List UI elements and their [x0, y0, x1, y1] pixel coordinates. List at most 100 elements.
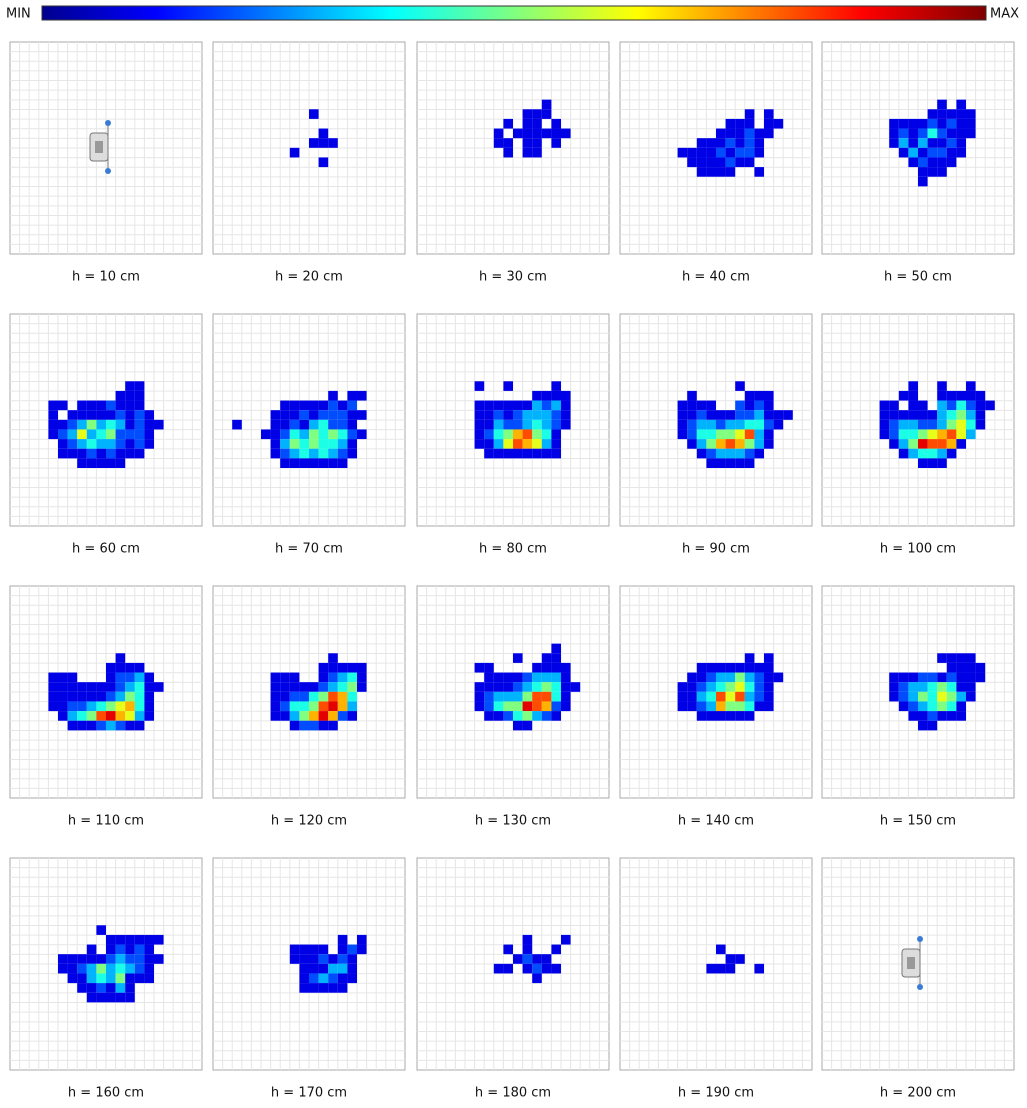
heat-cell	[280, 410, 290, 420]
heat-cell	[309, 410, 319, 420]
heat-cell	[918, 167, 928, 177]
panel-label: h = 130 cm	[475, 814, 551, 829]
heat-cell	[541, 653, 552, 663]
heat-cell	[318, 448, 329, 459]
heat-cell	[927, 128, 938, 139]
heat-cell	[898, 128, 909, 139]
heat-cell	[328, 983, 338, 993]
heat-cell	[261, 429, 271, 440]
heat-cell	[551, 439, 561, 449]
heat-cell	[946, 439, 957, 449]
heat-cell	[687, 439, 697, 449]
heat-cell	[966, 128, 976, 139]
heat-cell	[561, 672, 571, 683]
heat-cell	[725, 128, 736, 139]
heat-cell	[513, 691, 523, 702]
heat-cell	[696, 691, 707, 702]
heat-cell	[144, 973, 154, 984]
heat-cell	[937, 99, 947, 110]
heat-cell	[280, 672, 290, 683]
heat-cell	[744, 429, 755, 440]
heat-cell	[318, 458, 329, 468]
heat-cell	[106, 963, 116, 974]
heat-cell	[541, 701, 552, 712]
heat-cell	[725, 118, 736, 129]
heat-cell	[144, 963, 154, 974]
heat-cell	[725, 701, 736, 712]
heat-cell	[134, 944, 145, 955]
heat-cell	[299, 400, 309, 411]
heat-cell	[106, 701, 116, 712]
heat-cell	[299, 682, 309, 692]
heat-cell	[744, 691, 755, 702]
heat-cell	[134, 720, 145, 731]
heat-cell	[696, 167, 707, 177]
heat-cell	[956, 691, 966, 702]
heat-cell	[551, 400, 561, 411]
heat-cell	[337, 439, 348, 449]
heat-cell	[67, 682, 78, 692]
heat-cell	[927, 458, 938, 468]
heat-cell	[522, 400, 533, 411]
heat-cell	[493, 138, 504, 148]
heat-cell	[764, 109, 774, 119]
heat-cell	[318, 691, 329, 702]
heat-cell	[289, 701, 300, 712]
heat-cell	[706, 419, 716, 430]
heat-cell	[318, 429, 329, 440]
heat-cell	[299, 963, 309, 974]
heat-cell	[716, 167, 726, 177]
heat-cell	[889, 410, 899, 420]
robot-icon	[105, 168, 111, 174]
heat-cell	[96, 400, 106, 411]
heat-cell	[106, 682, 116, 692]
heat-cell	[551, 381, 561, 391]
heat-cell	[725, 439, 736, 449]
heat-cell	[493, 691, 504, 702]
heat-cell	[918, 720, 928, 731]
heat-cell	[725, 682, 736, 692]
heat-cell	[966, 410, 976, 420]
heat-cell	[735, 682, 745, 692]
heat-cell	[725, 138, 736, 148]
heat-cell	[754, 390, 764, 401]
heat-cell	[289, 720, 300, 731]
heat-cell	[318, 662, 329, 673]
heat-cell	[725, 691, 736, 702]
heat-cell	[309, 109, 319, 119]
heat-cell	[357, 410, 367, 420]
heat-cell	[513, 720, 523, 731]
heat-cell	[725, 458, 736, 468]
heat-cell	[115, 390, 126, 401]
heat-cell	[966, 682, 976, 692]
heat-cell	[115, 662, 126, 673]
heat-cell	[706, 147, 716, 158]
heat-cell	[735, 701, 745, 712]
heat-cell	[908, 410, 918, 420]
heat-cell	[551, 390, 561, 401]
heat-cell	[677, 429, 688, 440]
heat-cell	[77, 954, 87, 964]
heat-cell	[908, 448, 918, 459]
heat-cell	[115, 944, 126, 955]
heat-cell	[918, 400, 928, 411]
heat-cell	[503, 381, 513, 391]
heat-cell	[86, 419, 97, 430]
heat-cell	[754, 138, 764, 148]
heat-cell	[522, 691, 533, 702]
heat-cell	[956, 672, 966, 683]
heat-cell	[493, 701, 504, 712]
heat-cell	[725, 448, 736, 459]
heat-cell	[696, 711, 707, 721]
heat-cell	[532, 439, 542, 449]
heat-cell	[522, 439, 533, 449]
heat-cell	[503, 711, 513, 721]
heat-cell	[532, 662, 542, 673]
heat-cell	[687, 157, 697, 168]
heat-cell	[946, 410, 957, 420]
heat-cell	[270, 448, 281, 459]
heat-cell	[754, 682, 764, 692]
heat-cell	[918, 711, 928, 721]
heat-cell	[115, 973, 126, 984]
heat-cell	[77, 973, 87, 984]
